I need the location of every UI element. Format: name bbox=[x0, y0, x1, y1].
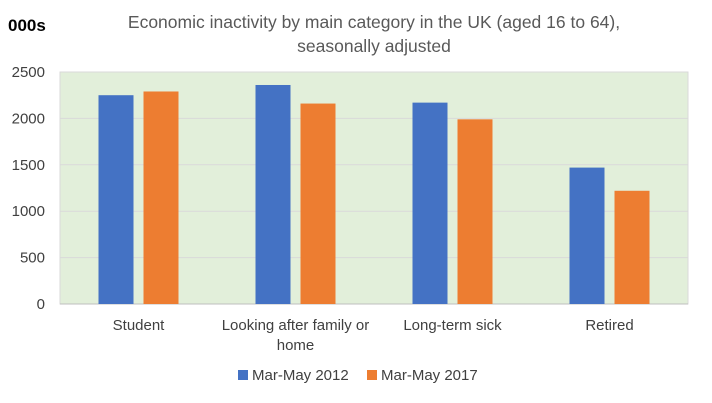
y-tick-label: 500 bbox=[20, 250, 45, 267]
legend-label: Mar-May 2012 bbox=[252, 367, 349, 384]
y-tick-label: 1500 bbox=[12, 157, 45, 174]
bar-mar-may-2017 bbox=[614, 190, 650, 304]
chart-title: Economic inactivity by main category in … bbox=[60, 10, 688, 58]
bar-mar-may-2017 bbox=[300, 103, 336, 304]
x-tick-label: Retired bbox=[585, 317, 633, 334]
x-tick-label: Looking after family or bbox=[222, 317, 370, 334]
bar-mar-may-2012 bbox=[412, 102, 448, 305]
x-tick-label: Long-term sick bbox=[403, 317, 502, 334]
y-tick-label: 1000 bbox=[12, 203, 45, 220]
bar-mar-may-2012 bbox=[569, 167, 605, 304]
bar-mar-may-2012 bbox=[98, 95, 134, 304]
x-tick-label: Student bbox=[113, 317, 166, 334]
unit-label: 000s bbox=[8, 16, 46, 35]
bar-mar-may-2017 bbox=[143, 91, 179, 304]
bar-mar-may-2017 bbox=[457, 119, 493, 304]
legend-swatch bbox=[367, 370, 377, 380]
y-tick-label: 0 bbox=[37, 296, 45, 313]
chart-title-line-1: Economic inactivity by main category in … bbox=[127, 12, 621, 32]
bar-mar-may-2012 bbox=[255, 84, 291, 304]
legend-swatch bbox=[238, 370, 248, 380]
chart-title-line-2: seasonally adjusted bbox=[297, 36, 451, 56]
y-tick-label: 2500 bbox=[12, 64, 45, 81]
y-tick-label: 2000 bbox=[12, 110, 45, 127]
x-tick-label: home bbox=[277, 337, 315, 354]
legend-label: Mar-May 2017 bbox=[381, 367, 478, 384]
